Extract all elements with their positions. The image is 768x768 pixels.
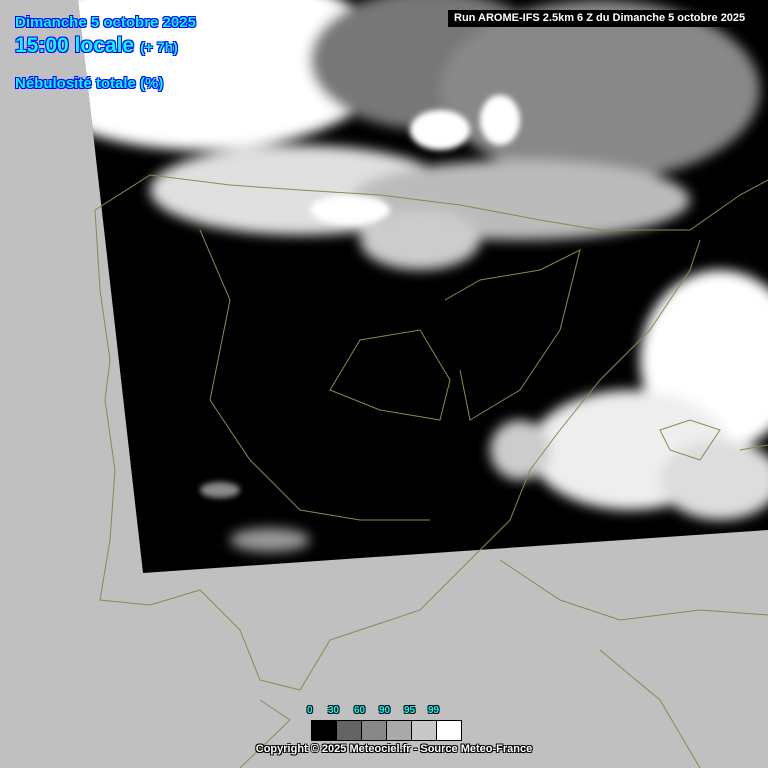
color-legend [311, 720, 462, 741]
legend-label: 95 [404, 705, 416, 716]
run-info: Run AROME-IFS 2.5km 6 Z du Dimanche 5 oc… [448, 10, 768, 27]
legend-swatch [437, 721, 461, 740]
cloud-field [78, 0, 768, 552]
coastlines-borders [94, 174, 768, 768]
legend-label: 0 [307, 705, 313, 716]
copyright: Copyright © 2025 Meteociel.fr - Source M… [255, 743, 533, 755]
forecast-time: 15:00 locale (+ 7h) [15, 34, 178, 58]
local-time: 15:00 locale [15, 34, 135, 57]
lead-time: (+ 7h) [140, 39, 178, 55]
legend-label: 60 [354, 705, 366, 716]
legend-swatch [312, 721, 337, 740]
legend-swatch [412, 721, 437, 740]
legend-swatch [337, 721, 362, 740]
legend-label: 90 [379, 705, 391, 716]
forecast-date: Dimanche 5 octobre 2025 [15, 14, 196, 31]
legend-swatch [387, 721, 412, 740]
legend-swatch [362, 721, 387, 740]
legend-label: 99 [428, 705, 440, 716]
parameter-title: Nébulosité totale (%) [15, 75, 164, 92]
legend-label: 30 [328, 705, 340, 716]
